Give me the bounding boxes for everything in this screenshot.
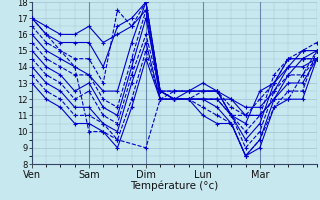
X-axis label: Température (°c): Température (°c) <box>130 181 219 191</box>
